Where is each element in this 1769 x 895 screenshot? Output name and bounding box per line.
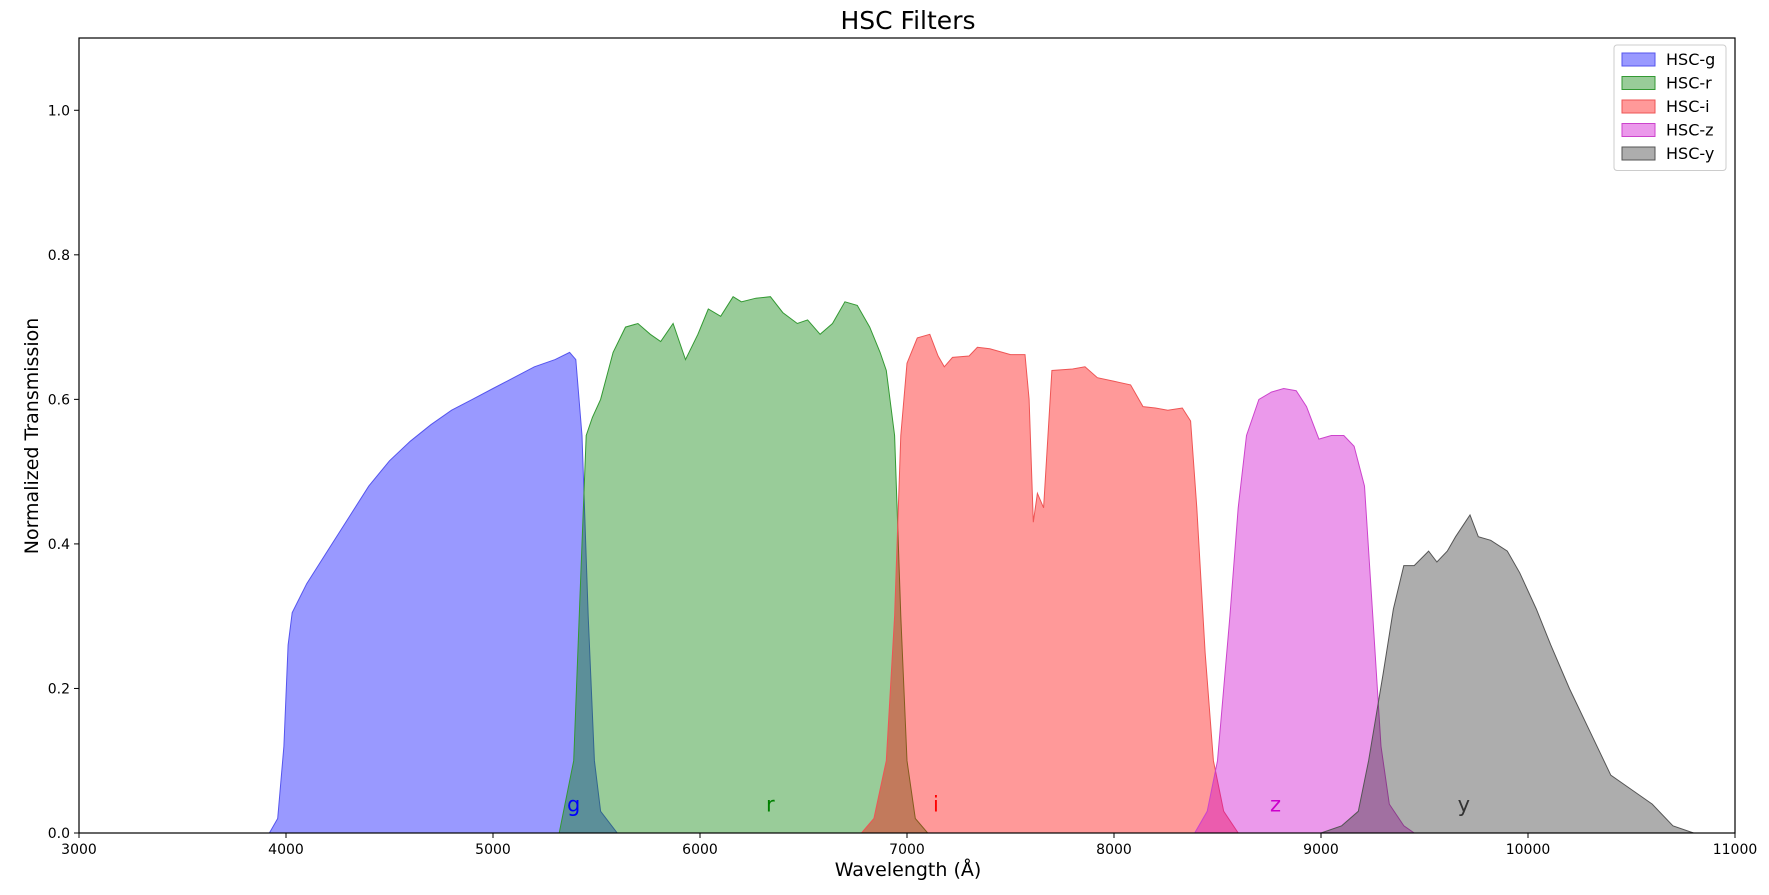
y-tick-label: 0.8 — [48, 248, 70, 264]
legend-swatch-hsc-z — [1621, 123, 1656, 137]
legend: HSC-g HSC-r HSC-i HSC-z HSC-y — [1613, 44, 1727, 171]
series-hsc-z-area — [1193, 387, 1416, 834]
legend-label: HSC-y — [1666, 144, 1714, 163]
x-tick-label: 7000 — [889, 842, 925, 858]
band-label-r: r — [766, 792, 775, 816]
band-label-i: i — [933, 792, 939, 816]
x-tick-label: 8000 — [1096, 842, 1132, 858]
x-tick-label: 3000 — [61, 842, 97, 858]
x-tick-label: 11000 — [1713, 842, 1758, 858]
x-tick-label: 9000 — [1303, 842, 1339, 858]
filter-curves — [268, 296, 1694, 834]
chart-title: HSC Filters — [840, 6, 975, 35]
legend-swatch-hsc-i — [1621, 99, 1656, 114]
legend-label: HSC-i — [1666, 97, 1710, 116]
series-hsc-y-area — [1320, 513, 1694, 834]
x-tick-label: 6000 — [682, 842, 718, 858]
series-hsc-r-area — [558, 296, 929, 834]
y-tick-label: 0.0 — [48, 826, 70, 842]
band-label-g: g — [567, 792, 580, 816]
series-hsc-i-area — [860, 333, 1240, 834]
legend-swatch-hsc-r — [1621, 76, 1656, 90]
y-tick-label: 0.2 — [48, 681, 70, 697]
y-tick-label: 0.4 — [48, 537, 70, 553]
y-axis: 0.0 0.2 0.4 0.6 0.8 1.0 — [48, 103, 79, 842]
x-axis-label: Wavelength (Å) — [835, 858, 982, 881]
legend-label: HSC-r — [1666, 74, 1712, 93]
x-tick-label: 4000 — [268, 842, 304, 858]
y-tick-label: 0.6 — [48, 392, 70, 408]
x-axis: 3000 4000 5000 6000 7000 8000 9000 10000 11000 — [61, 833, 1757, 858]
series-hsc-g-area — [268, 351, 619, 834]
legend-label: HSC-z — [1666, 121, 1714, 140]
x-tick-label: 10000 — [1506, 842, 1551, 858]
y-axis-label: Normalized Transmission — [21, 318, 43, 555]
band-label-y: y — [1458, 792, 1470, 816]
x-tick-label: 5000 — [475, 842, 511, 858]
legend-swatch-hsc-y — [1621, 146, 1656, 161]
legend-swatch-hsc-g — [1621, 52, 1656, 67]
legend-label: HSC-g — [1666, 50, 1715, 69]
band-label-z: z — [1270, 792, 1281, 816]
y-tick-label: 1.0 — [48, 103, 70, 119]
